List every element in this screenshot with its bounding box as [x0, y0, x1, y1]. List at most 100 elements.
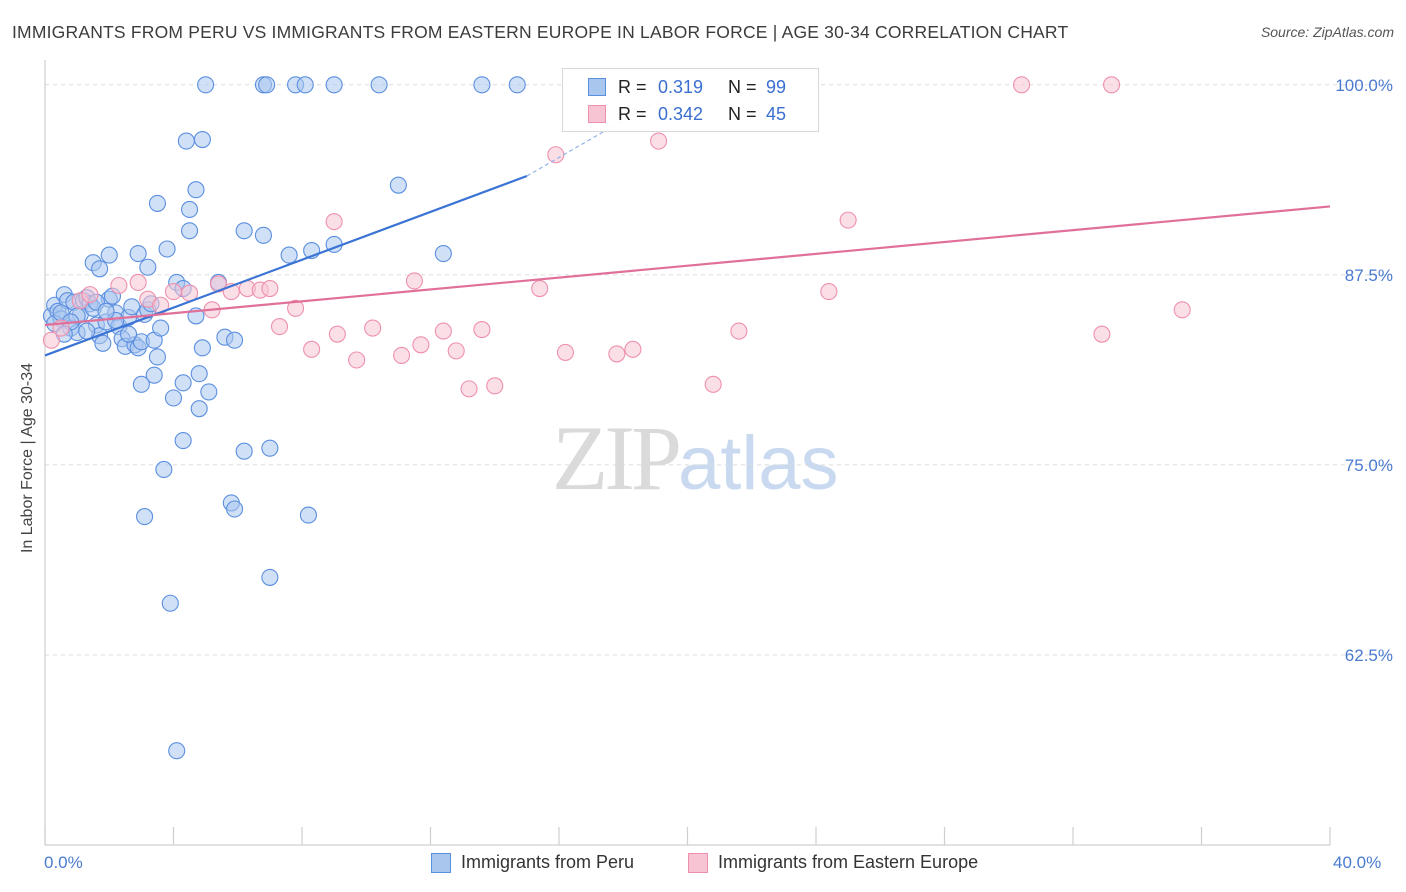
- correlation-legend: R = 0.319 N = 99 R = 0.342 N = 45: [562, 68, 819, 132]
- watermark: ZIPatlas: [552, 405, 839, 511]
- eastern-europe-point: [820, 283, 838, 301]
- peru-point: [190, 365, 208, 383]
- peru-point: [325, 76, 343, 94]
- peru-point: [261, 568, 279, 586]
- eastern-europe-legend-label: Immigrants from Eastern Europe: [718, 852, 979, 872]
- n-value: 99: [766, 76, 787, 97]
- eastern-europe-point: [447, 342, 465, 360]
- peru-point: [225, 331, 244, 349]
- peru-point: [123, 298, 141, 316]
- peru-point: [136, 508, 154, 526]
- peru-legend-label: Immigrants from Peru: [461, 852, 635, 872]
- y-tick-label: 75.0%: [1345, 456, 1393, 475]
- peru-point: [370, 76, 388, 94]
- eastern-europe-point: [547, 146, 565, 164]
- peru-point: [190, 400, 208, 418]
- peru-point: [174, 374, 192, 392]
- eastern-europe-point: [624, 340, 642, 358]
- peru-point: [145, 366, 163, 384]
- legend-item-peru[interactable]: Immigrants from Peru: [431, 852, 634, 873]
- r-label: R =: [618, 103, 647, 124]
- watermark-atlas: atlas: [678, 421, 839, 506]
- peru-point: [193, 130, 211, 149]
- eastern-europe-point: [270, 317, 289, 336]
- eastern-europe-point: [110, 276, 128, 295]
- eastern-europe-point: [556, 343, 574, 361]
- x-axis-max-label: 40.0%: [1333, 853, 1382, 872]
- eastern-europe-point: [486, 377, 504, 395]
- peru-point: [254, 226, 273, 244]
- peru-point: [155, 460, 173, 479]
- peru-legend-swatch: [431, 852, 451, 873]
- legend-row-eastern-europe: R = 0.342 N = 45: [588, 101, 786, 127]
- eastern-europe-point: [287, 299, 305, 317]
- peru-point: [193, 339, 211, 357]
- eastern-europe-point: [164, 283, 183, 301]
- eastern-europe-point: [405, 272, 423, 290]
- peru-point: [164, 389, 183, 407]
- peru-point: [100, 246, 118, 264]
- peru-point: [508, 76, 526, 94]
- peru-point: [97, 302, 115, 320]
- eastern-europe-point: [1013, 76, 1031, 94]
- peru-point: [181, 222, 199, 240]
- eastern-europe-legend-swatch: [688, 852, 708, 873]
- peru-point: [139, 258, 157, 276]
- peru-point: [119, 325, 138, 343]
- peru-point: [261, 439, 279, 457]
- peru-point: [177, 132, 195, 150]
- eastern-europe-point: [325, 213, 343, 231]
- peru-point: [235, 442, 253, 460]
- eastern-europe-swatch: [588, 105, 606, 123]
- eastern-europe-point: [608, 345, 626, 363]
- eastern-europe-point: [364, 319, 382, 337]
- peru-points: [42, 76, 526, 760]
- source-credit: Source: ZipAtlas.com: [1260, 24, 1394, 40]
- eastern-europe-point: [704, 375, 722, 393]
- peru-point: [434, 245, 452, 263]
- peru-point: [299, 506, 317, 524]
- trend-lines: [44, 91, 1331, 357]
- y-tick-labels: 62.5% 75.0% 87.5% 100.0%: [1335, 76, 1393, 665]
- peru-point: [148, 348, 166, 366]
- x-axis-min-label: 0.0%: [44, 853, 83, 872]
- legend-row-peru: R = 0.319 N = 99: [588, 74, 786, 100]
- peru-point: [168, 742, 186, 760]
- peru-point: [129, 245, 147, 263]
- eastern-europe-point: [434, 322, 452, 340]
- eastern-europe-points: [42, 76, 1191, 398]
- peru-point: [200, 383, 218, 401]
- eastern-europe-point: [303, 340, 321, 358]
- peru-point: [389, 176, 407, 194]
- peru-point: [158, 240, 176, 258]
- chart-title: IMMIGRANTS FROM PERU VS IMMIGRANTS FROM …: [12, 22, 1069, 42]
- peru-point: [161, 594, 179, 612]
- eastern-europe-point: [42, 331, 60, 349]
- n-label: N =: [728, 103, 757, 124]
- peru-point: [280, 246, 298, 264]
- eastern-europe-point: [473, 321, 491, 339]
- eastern-europe-point: [460, 380, 478, 398]
- watermark-zip: ZIP: [552, 407, 682, 509]
- peru-point: [235, 222, 253, 240]
- peru-swatch: [588, 78, 606, 96]
- peru-point: [296, 76, 314, 94]
- eastern-europe-point: [1103, 76, 1121, 94]
- n-value: 45: [766, 103, 787, 124]
- eastern-europe-point: [348, 351, 366, 369]
- peru-point: [152, 319, 170, 337]
- y-tick-label: 100.0%: [1335, 76, 1393, 95]
- y-tick-label: 87.5%: [1345, 266, 1393, 285]
- eastern-europe-point: [730, 322, 748, 340]
- eastern-europe-point: [129, 273, 147, 292]
- peru-point: [174, 432, 192, 450]
- eastern-europe-trend-line: [44, 205, 1331, 327]
- peru-point: [181, 200, 199, 219]
- legend-item-eastern-europe[interactable]: Immigrants from Eastern Europe: [688, 852, 978, 873]
- gridlines: [45, 84, 1392, 656]
- peru-point: [187, 181, 205, 199]
- eastern-europe-point: [328, 325, 346, 343]
- peru-point: [473, 76, 491, 94]
- peru-point: [91, 260, 109, 278]
